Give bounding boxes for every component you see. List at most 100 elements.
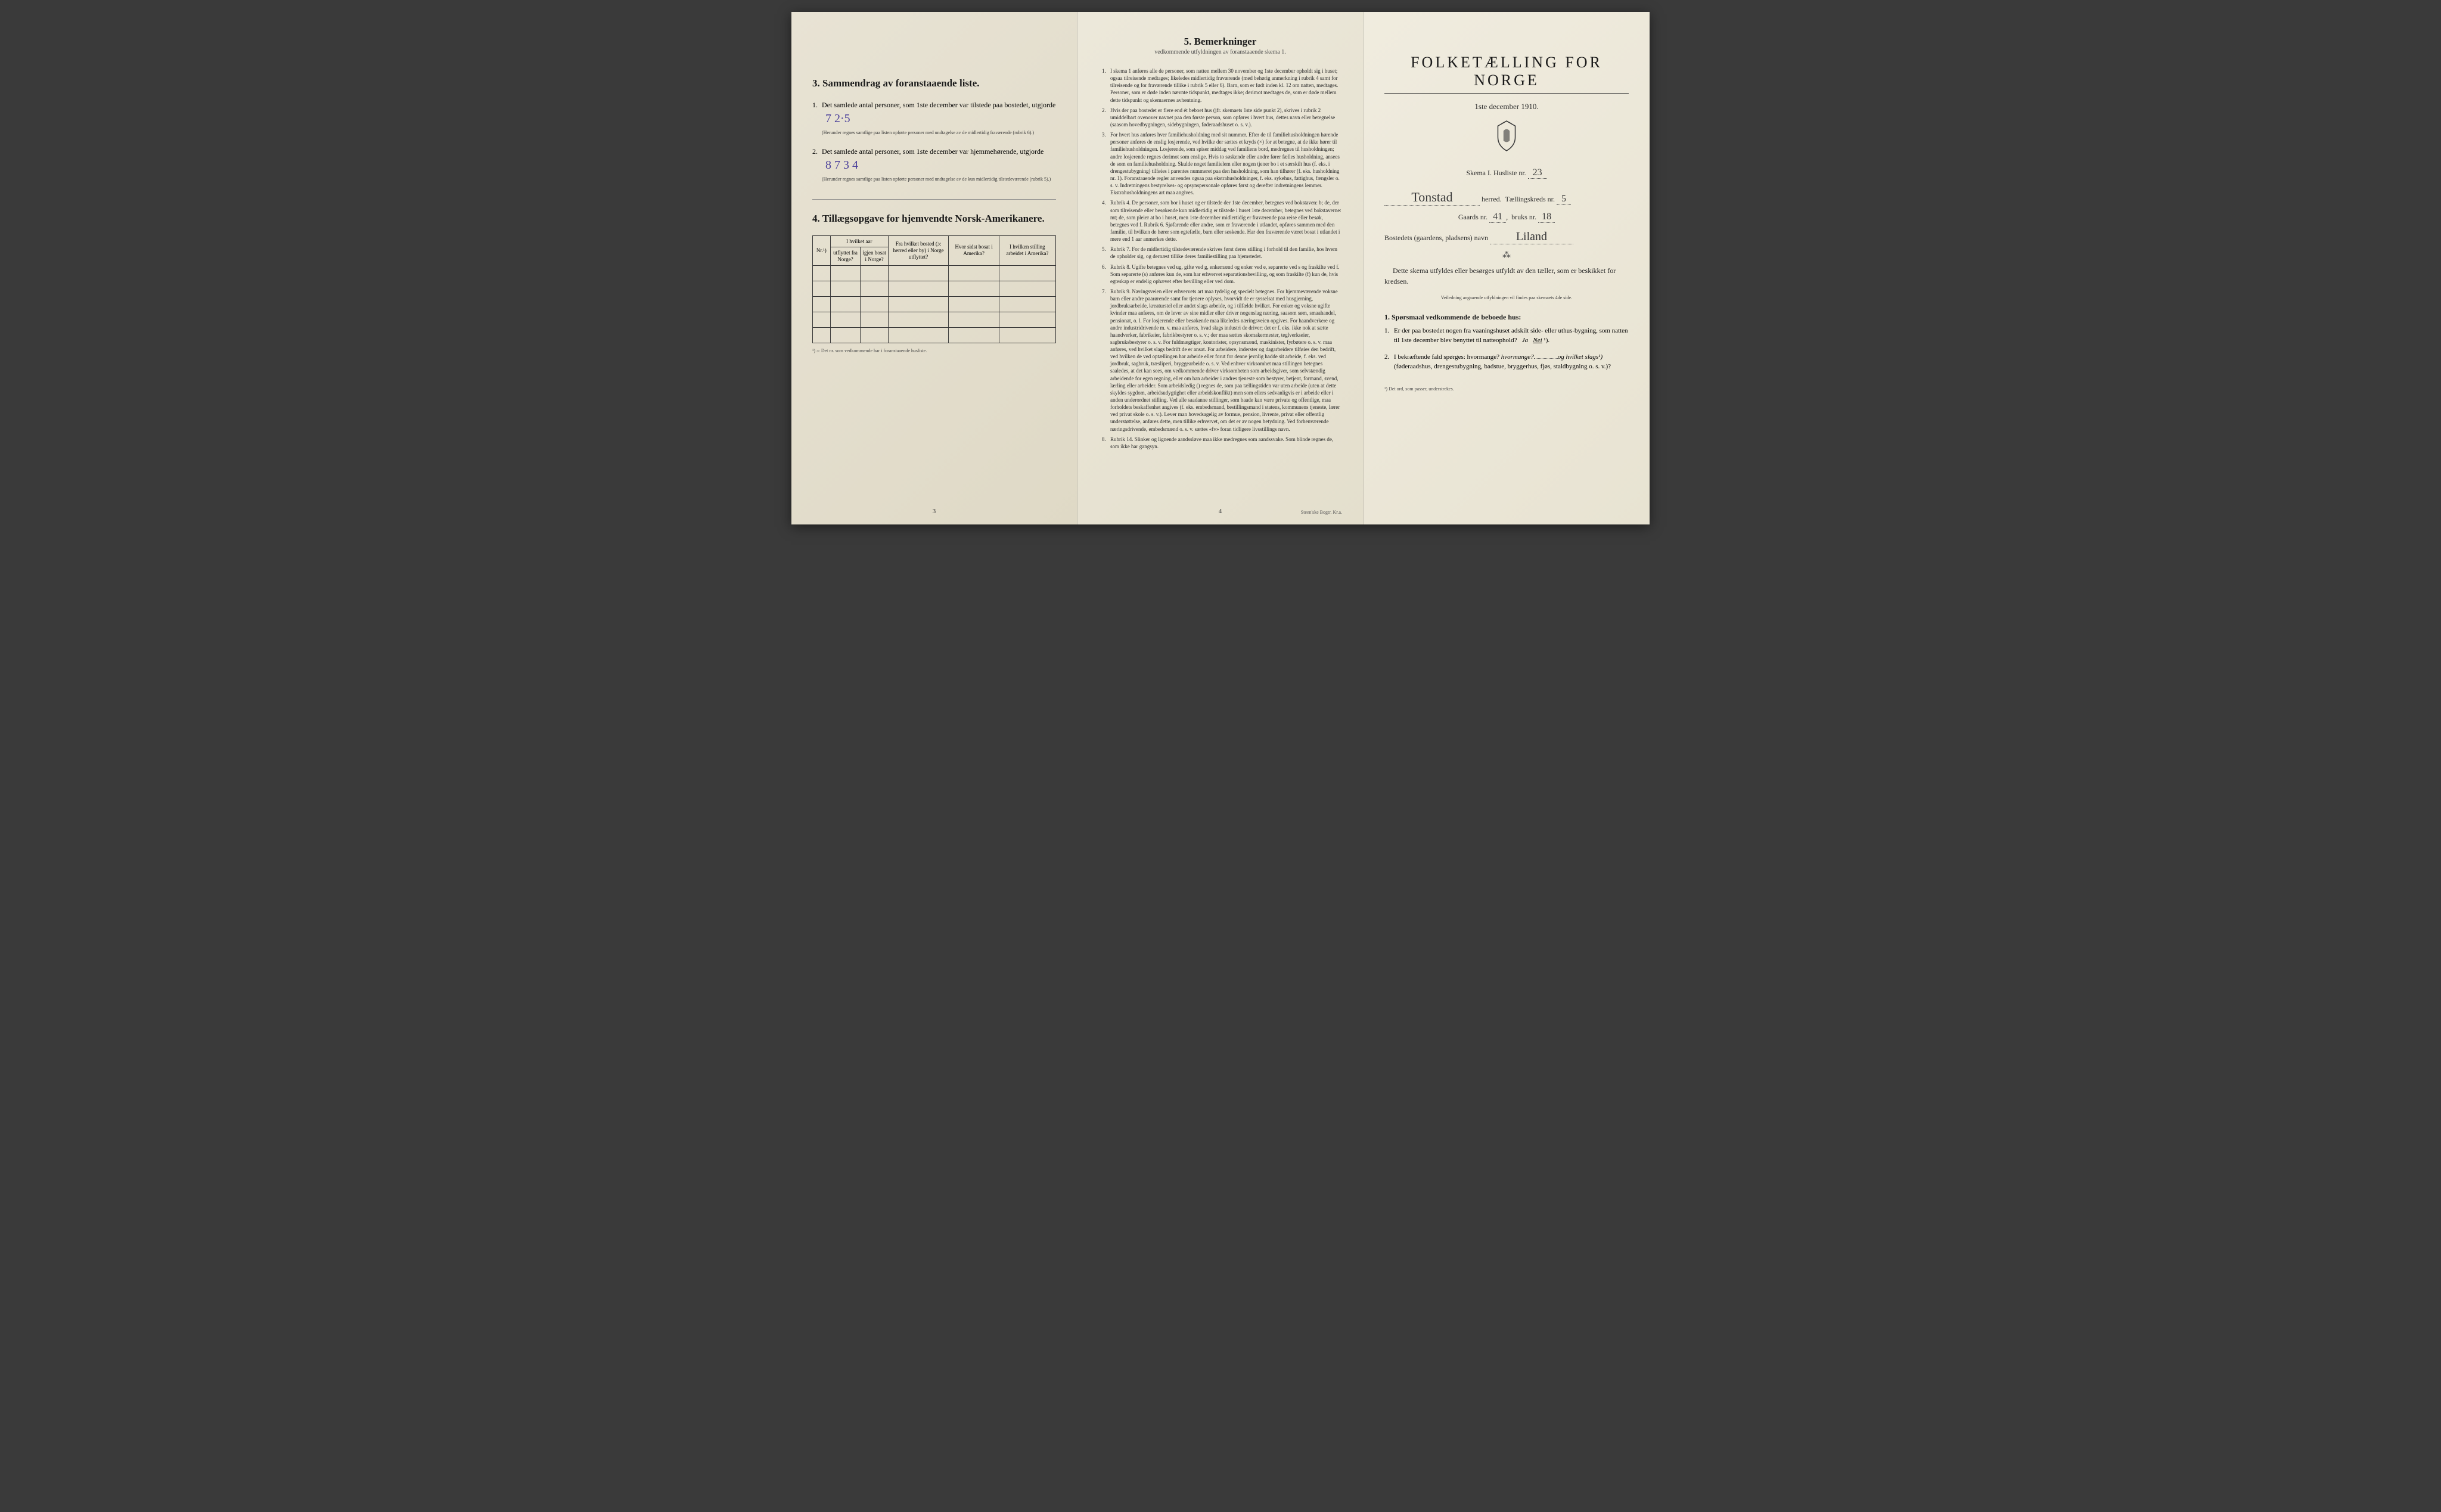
skema-line: Skema I. Husliste nr. 23 (1384, 167, 1629, 179)
q2-mid: og hvilket slags¹) (1558, 353, 1603, 361)
census-date: 1ste december 1910. (1384, 102, 1629, 111)
table-cell (888, 281, 948, 296)
section3-heading: 3. Sammendrag av foranstaaende liste. (812, 77, 1056, 89)
herred-value: Tonstad (1384, 190, 1480, 206)
bosted-value: Liland (1490, 230, 1573, 244)
q2-pre: I bekræftende fald spørges: hvormange? (1394, 353, 1499, 361)
table-cell (949, 296, 999, 312)
emigrant-table: Nr.¹) I hvilket aar Fra hvilket bosted (… (812, 235, 1056, 343)
tellingskreds-nr: 5 (1557, 194, 1571, 205)
table-cell (949, 327, 999, 343)
table-cell (888, 327, 948, 343)
col-hvor: Hvor sidst bosat i Amerika? (949, 235, 999, 265)
table-cell (999, 265, 1055, 281)
table-body (813, 265, 1056, 343)
table-cell (830, 296, 861, 312)
item-number: 6. (1102, 263, 1110, 285)
col-bosat: igjen bosat i Norge? (861, 247, 889, 266)
question-header: 1. Spørsmaal vedkommende de beboede hus: (1384, 313, 1629, 322)
bruks-nr: 18 (1538, 212, 1555, 223)
section3-item2: 2. Det samlede antal personer, som 1ste … (812, 147, 1056, 186)
table-cell (999, 327, 1055, 343)
bemerkning-item: 7.Rubrik 9. Næringsveien eller erhvervet… (1102, 288, 1342, 433)
gaards-nr: 41 (1489, 212, 1506, 223)
bemerkning-item: 6.Rubrik 8. Ugifte betegnes ved ug, gift… (1102, 263, 1342, 285)
bemerkning-item: 5.Rubrik 7. For de midlertidig tilstedev… (1102, 246, 1342, 260)
item-number: 8. (1102, 436, 1110, 450)
table-cell (861, 327, 889, 343)
instruct2: Veiledning angaaende utfyldningen vil fi… (1384, 295, 1629, 301)
section3-item1: 1. Det samlede antal personer, som 1ste … (812, 100, 1056, 139)
item-number: 7. (1102, 288, 1110, 433)
item-text: Rubrik 4. De personer, som bor i huset o… (1110, 199, 1342, 243)
item1-note: (Herunder regnes samtlige paa listen opf… (822, 130, 1056, 136)
question-1: 1. Er der paa bostedet nogen fra vaaning… (1384, 327, 1629, 346)
table-cell (888, 312, 948, 327)
table-cell (949, 281, 999, 296)
section5-heading: 5. Bemerkninger (1098, 36, 1342, 48)
bemerkning-item: 3.For hvert hus anføres hver familiehush… (1102, 131, 1342, 196)
panel-left: 3. Sammendrag av foranstaaende liste. 1.… (791, 12, 1077, 524)
table-cell (861, 265, 889, 281)
table-row (813, 265, 1056, 281)
bemerkninger-list: 1.I skema 1 anføres alle de personer, so… (1098, 67, 1342, 450)
item2-text: Det samlede antal personer, som 1ste dec… (822, 147, 1044, 156)
printer-credit: Steen'ske Bogtr. Kr.a. (1301, 510, 1342, 515)
table-cell (949, 265, 999, 281)
item2-note: (Herunder regnes samtlige paa listen opf… (822, 176, 1056, 182)
table-cell (888, 296, 948, 312)
table-cell (861, 296, 889, 312)
ornament: ⁂ (1384, 250, 1629, 260)
skema-label: Skema I. Husliste nr. (1466, 169, 1526, 177)
table-cell (999, 281, 1055, 296)
panel-right: FOLKETÆLLING FOR NORGE 1ste december 191… (1364, 12, 1650, 524)
table-cell (861, 312, 889, 327)
table-cell (830, 265, 861, 281)
bosted-label: Bostedets (gaardens, pladsens) navn (1384, 234, 1488, 242)
section5-subheading: vedkommende utfyldningen av foranstaaend… (1098, 49, 1342, 55)
table-cell (813, 281, 831, 296)
census-document: 3. Sammendrag av foranstaaende liste. 1.… (791, 12, 1650, 524)
item-text: Rubrik 9. Næringsveien eller erhvervets … (1110, 288, 1342, 433)
table-cell (999, 312, 1055, 327)
item-number: 1. (1102, 67, 1110, 104)
bemerkning-item: 4.Rubrik 4. De personer, som bor i huset… (1102, 199, 1342, 243)
section4-heading: 4. Tillægsopgave for hjemvendte Norsk-Am… (812, 213, 1056, 225)
herred-line: Tonstad herred. Tællingskreds nr. 5 (1384, 190, 1629, 206)
skema-nr: 23 (1528, 167, 1547, 179)
item-text: I skema 1 anføres alle de personer, som … (1110, 67, 1342, 104)
item-text: Rubrik 8. Ugifte betegnes ved ug, gifte … (1110, 263, 1342, 285)
table-cell (888, 265, 948, 281)
col-nr: Nr.¹) (813, 235, 831, 265)
table-footnote: ¹) ɔ: Det nr. som vedkommende har i fora… (812, 348, 1056, 353)
item-text: For hvert hus anføres hver familiehushol… (1110, 131, 1342, 196)
item1-text: Det samlede antal personer, som 1ste dec… (822, 101, 1055, 109)
table-cell (830, 327, 861, 343)
table-row (813, 296, 1056, 312)
item-text: Hvis der paa bostedet er flere end ét be… (1110, 107, 1342, 128)
col-stilling: I hvilken stilling arbeidet i Amerika? (999, 235, 1055, 265)
item-number: 4. (1102, 199, 1110, 243)
page-number-3: 3 (791, 508, 1077, 515)
panel-middle: 5. Bemerkninger vedkommende utfyldningen… (1077, 12, 1364, 524)
table-cell (949, 312, 999, 327)
separator (812, 199, 1056, 200)
item2-value: 8 7 3 4 (822, 157, 862, 174)
table-row (813, 312, 1056, 327)
item-number: 3. (1102, 131, 1110, 196)
item-number: 5. (1102, 246, 1110, 260)
title-rule (1384, 93, 1629, 94)
instruct1: Dette skema utfyldes eller besørges utfy… (1384, 265, 1629, 287)
table-row (813, 327, 1056, 343)
bemerkning-item: 2.Hvis der paa bostedet er flere end ét … (1102, 107, 1342, 128)
col-year-group: I hvilket aar (830, 235, 888, 247)
bruks-label: bruks nr. (1511, 213, 1536, 221)
bemerkning-item: 1.I skema 1 anføres alle de personer, so… (1102, 67, 1342, 104)
panel3-footnote: ¹) Det ord, som passer, understrekes. (1384, 386, 1629, 392)
table-cell (830, 281, 861, 296)
bemerkning-item: 8.Rubrik 14. Slinker og lignende aandssl… (1102, 436, 1342, 450)
col-utflyttet: utflyttet fra Norge? (830, 247, 861, 266)
table-cell (861, 281, 889, 296)
gaards-line: Gaards nr. 41, bruks nr. 18 (1384, 212, 1629, 223)
tellingskreds-label: Tællingskreds nr. (1505, 195, 1555, 203)
